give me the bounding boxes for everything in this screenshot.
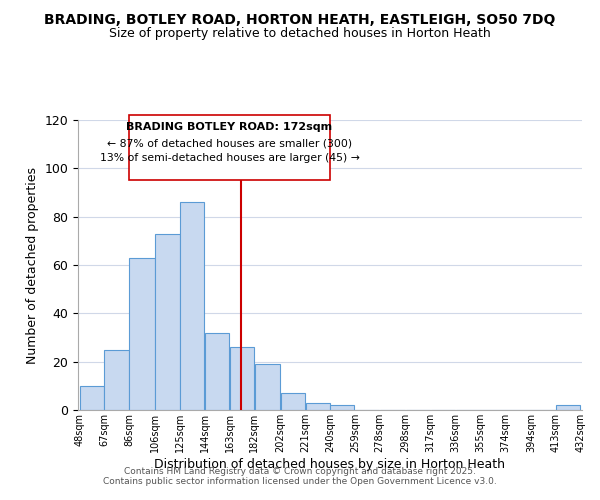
Bar xyxy=(556,405,580,410)
Text: Size of property relative to detached houses in Horton Heath: Size of property relative to detached ho… xyxy=(109,28,491,40)
Bar xyxy=(80,386,104,410)
X-axis label: Distribution of detached houses by size in Horton Heath: Distribution of detached houses by size … xyxy=(155,458,505,470)
FancyBboxPatch shape xyxy=(129,115,330,180)
Text: BRADING, BOTLEY ROAD, HORTON HEATH, EASTLEIGH, SO50 7DQ: BRADING, BOTLEY ROAD, HORTON HEATH, EAST… xyxy=(44,12,556,26)
Bar xyxy=(230,347,254,410)
Text: Contains HM Land Registry data © Crown copyright and database right 2025.: Contains HM Land Registry data © Crown c… xyxy=(124,467,476,476)
Text: Contains public sector information licensed under the Open Government Licence v3: Contains public sector information licen… xyxy=(103,477,497,486)
Bar xyxy=(155,234,179,410)
Text: 13% of semi-detached houses are larger (45) →: 13% of semi-detached houses are larger (… xyxy=(100,152,359,162)
Bar xyxy=(205,332,229,410)
Bar xyxy=(305,403,329,410)
Text: BRADING BOTLEY ROAD: 172sqm: BRADING BOTLEY ROAD: 172sqm xyxy=(127,122,332,132)
Bar xyxy=(331,405,355,410)
Bar xyxy=(104,350,128,410)
Bar xyxy=(254,364,280,410)
Bar xyxy=(281,393,305,410)
Bar xyxy=(129,258,155,410)
Text: ← 87% of detached houses are smaller (300): ← 87% of detached houses are smaller (30… xyxy=(107,138,352,148)
Bar xyxy=(180,202,205,410)
Y-axis label: Number of detached properties: Number of detached properties xyxy=(26,166,39,364)
